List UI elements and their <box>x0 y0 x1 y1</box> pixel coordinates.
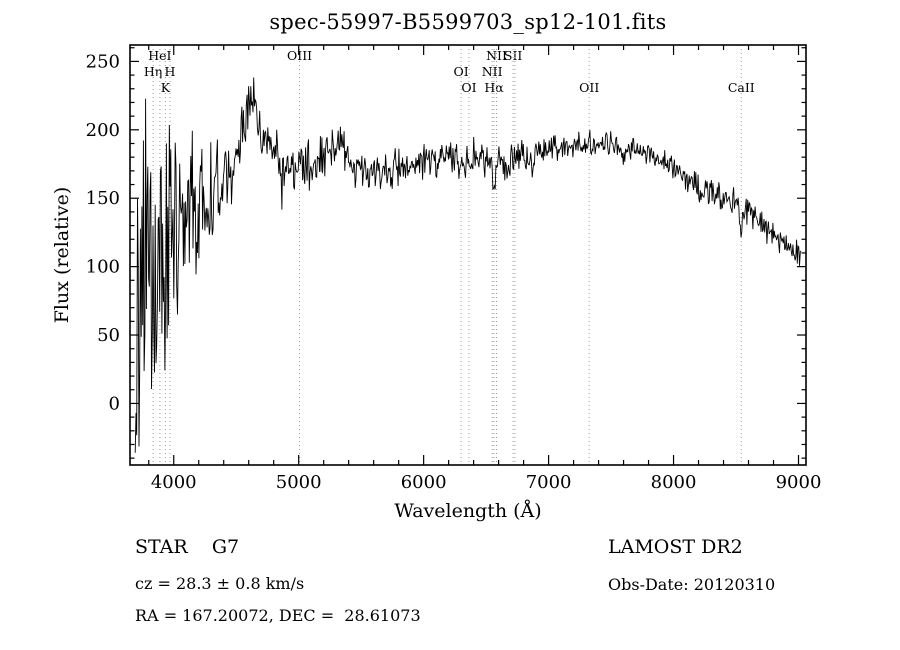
spectral-line-label: K <box>161 80 171 95</box>
x-tick-label: 8000 <box>651 472 697 493</box>
x-tick-label: 6000 <box>401 472 447 493</box>
y-tick-label: 50 <box>97 325 120 346</box>
ra-dec-coordinates: RA = 167.20072, DEC = 28.61073 <box>135 606 421 625</box>
spectral-line-label: CaII <box>728 80 755 95</box>
x-axis-label: Wavelength (Å) <box>394 500 542 522</box>
y-tick-label: 0 <box>109 393 120 414</box>
spectral-line-label: H <box>165 64 176 79</box>
spectral-line-label: OII <box>579 80 599 95</box>
survey-label: LAMOST DR2 <box>608 536 743 558</box>
spectral-line-label: HeI <box>148 48 171 63</box>
x-tick-label: 7000 <box>526 472 572 493</box>
x-tick-label: 9000 <box>776 472 822 493</box>
plot-frame <box>129 44 807 466</box>
obs-date: Obs-Date: 20120310 <box>608 575 776 594</box>
spectral-line-label: Hα <box>484 80 504 95</box>
object-class-label: STAR G7 <box>135 536 240 558</box>
y-tick-label: 100 <box>86 257 120 278</box>
y-tick-label: 200 <box>86 120 120 141</box>
y-tick-label: 150 <box>86 188 120 209</box>
plot-title: spec-55997-B5599703_sp12-101.fits <box>269 10 667 34</box>
x-tick-label: 4000 <box>151 472 197 493</box>
spectral-line-label: OIII <box>287 48 312 63</box>
spectral-line-label: NII <box>486 48 507 63</box>
spectral-line-label: Hη <box>144 64 162 79</box>
spectral-line-label: SII <box>504 48 523 63</box>
y-tick-label: 250 <box>86 51 120 72</box>
spectral-line-label: OI <box>461 80 476 95</box>
cz-value: cz = 28.3 ± 0.8 km/s <box>135 574 305 593</box>
spectral-line-label: OI <box>454 64 469 79</box>
x-tick-label: 5000 <box>276 472 322 493</box>
spectrum-line <box>134 77 802 453</box>
spectral-line-label: NII <box>482 64 503 79</box>
